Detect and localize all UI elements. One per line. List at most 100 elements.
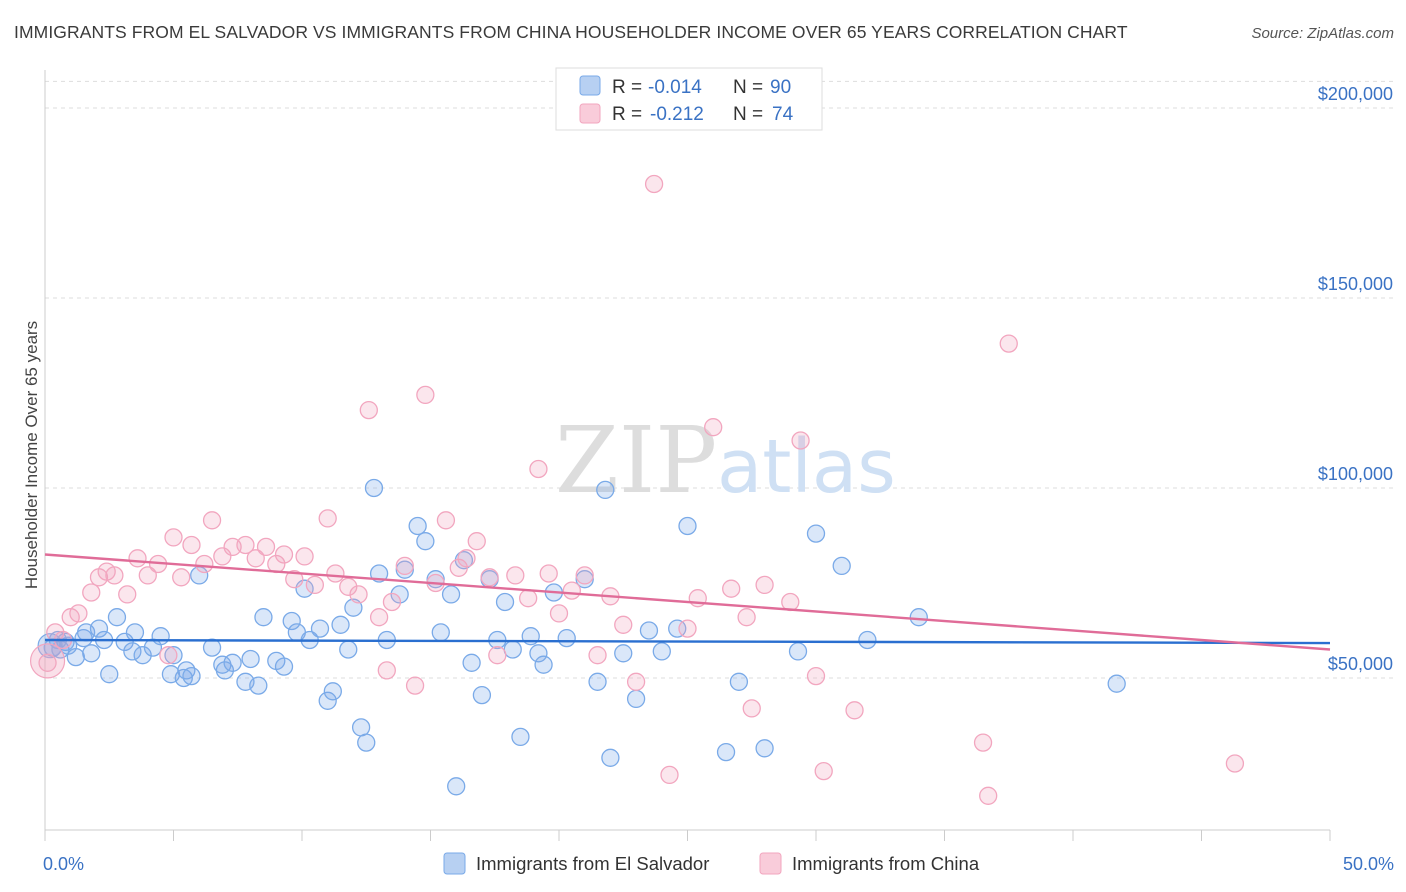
y-tick-labels: $50,000 $100,000 $150,000 $200,000	[1318, 84, 1393, 674]
china-point-46	[488, 646, 507, 665]
series-legend: Immigrants from El Salvador Immigrants f…	[443, 852, 980, 875]
el-salvador-point-46	[357, 733, 376, 752]
china-point-29	[318, 509, 337, 528]
china-point-47	[506, 566, 525, 585]
el-salvador-point-32	[254, 608, 273, 627]
china-point-56	[614, 615, 633, 634]
china-point-45	[480, 568, 499, 587]
el-salvador-point-88	[1107, 674, 1126, 693]
china-point-16	[182, 535, 201, 555]
x-tick-label-50: 50.0%	[1343, 854, 1394, 874]
china-point-41	[436, 511, 456, 530]
china-point-27	[295, 547, 314, 566]
china-point-58	[644, 174, 664, 194]
legend-label-china: Immigrants from China	[792, 853, 980, 874]
watermark-zip: ZIP	[555, 407, 717, 514]
el-salvador-point-73	[596, 480, 615, 500]
el-salvador-point-87	[909, 608, 928, 627]
el-salvador-trend-line	[44, 638, 1331, 645]
china-point-23	[256, 537, 276, 557]
el-salvador-point-77	[639, 621, 659, 640]
y-tick-label-200000: $200,000	[1318, 84, 1393, 104]
china-point-4	[69, 604, 88, 623]
el-salvador-point-11	[100, 665, 119, 684]
el-salvador-point-9	[89, 619, 109, 638]
el-salvador-point-41	[323, 682, 342, 701]
el-salvador-point-42	[331, 615, 350, 634]
axes	[44, 70, 1331, 841]
el-salvador-point-67	[529, 644, 548, 663]
el-salvador-point-23	[182, 666, 201, 686]
china-point-5	[82, 583, 101, 602]
el-salvador-point-14	[123, 642, 142, 661]
china-point-36	[382, 592, 402, 612]
china-point-43	[457, 549, 476, 568]
el-salvador-point-43	[339, 640, 358, 659]
series-china-points	[29, 174, 1245, 805]
stats-swatch-china	[579, 103, 601, 124]
china-point-33	[359, 400, 378, 420]
series-el-salvador-points	[37, 478, 1126, 796]
el-salvador-point-8	[82, 644, 101, 663]
china-point-68	[791, 431, 810, 450]
china-point-26	[285, 570, 304, 589]
stats-swatch-el-salvador	[579, 75, 601, 96]
china-point-50	[539, 564, 558, 583]
y-tick-label-150000: $150,000	[1318, 274, 1393, 294]
china-point-62	[704, 418, 723, 437]
el-salvador-point-57	[447, 777, 466, 796]
china-point-42	[449, 558, 468, 577]
el-salvador-point-74	[601, 748, 620, 767]
china-point-54	[588, 646, 607, 665]
china-point-65	[742, 699, 761, 718]
el-salvador-point-78	[652, 642, 671, 661]
el-salvador-point-5	[66, 647, 85, 667]
china-point-69	[806, 666, 826, 686]
el-salvador-point-65	[511, 727, 530, 747]
el-salvador-point-83	[788, 642, 808, 661]
china-point-75	[814, 761, 833, 781]
china-point-17	[195, 554, 214, 574]
el-salvador-point-22	[177, 661, 196, 680]
legend-swatch-el-salvador	[443, 852, 466, 875]
el-salvador-point-80	[716, 742, 736, 762]
china-point-34	[369, 608, 389, 627]
el-salvador-point-45	[351, 718, 371, 737]
el-salvador-point-15	[125, 623, 145, 642]
china-point-35	[377, 661, 396, 680]
china-point-11	[138, 566, 157, 585]
china-point-30	[326, 564, 345, 583]
watermark-atlas: atlas	[717, 424, 896, 510]
el-salvador-point-70	[557, 628, 576, 648]
source-label: Source: ZipAtlas.com	[1251, 25, 1394, 42]
china-point-18	[202, 511, 222, 530]
el-salvador-point-31	[249, 676, 268, 695]
el-salvador-point-55	[431, 623, 450, 642]
china-point-57	[626, 672, 646, 691]
china-point-39	[416, 385, 435, 405]
stats-r-value-1: -0.212	[650, 104, 704, 125]
china-point-48	[519, 589, 538, 608]
china-point-22	[246, 549, 265, 568]
china-point-71	[973, 733, 993, 752]
stats-r-label-0: R =	[612, 77, 642, 98]
el-salvador-point-84	[806, 524, 826, 543]
china-point-9	[118, 585, 137, 604]
el-salvador-point-25	[202, 638, 222, 657]
el-salvador-point-27	[215, 661, 235, 680]
el-salvador-point-28	[223, 653, 242, 672]
china-point-44	[467, 532, 486, 551]
china-point-73	[1225, 754, 1245, 773]
china-point-15	[172, 568, 191, 587]
china-point-67	[781, 592, 800, 612]
el-salvador-point-72	[588, 672, 607, 691]
trend-lines	[44, 553, 1331, 651]
china-point-13	[159, 646, 178, 665]
x-tick-label-0: 0.0%	[43, 854, 84, 874]
china-point-14	[164, 528, 183, 547]
stats-n-value-0: 90	[770, 77, 791, 98]
y-tick-label-100000: $100,000	[1318, 464, 1393, 484]
grid	[45, 80, 1395, 679]
china-point-8	[105, 566, 124, 585]
